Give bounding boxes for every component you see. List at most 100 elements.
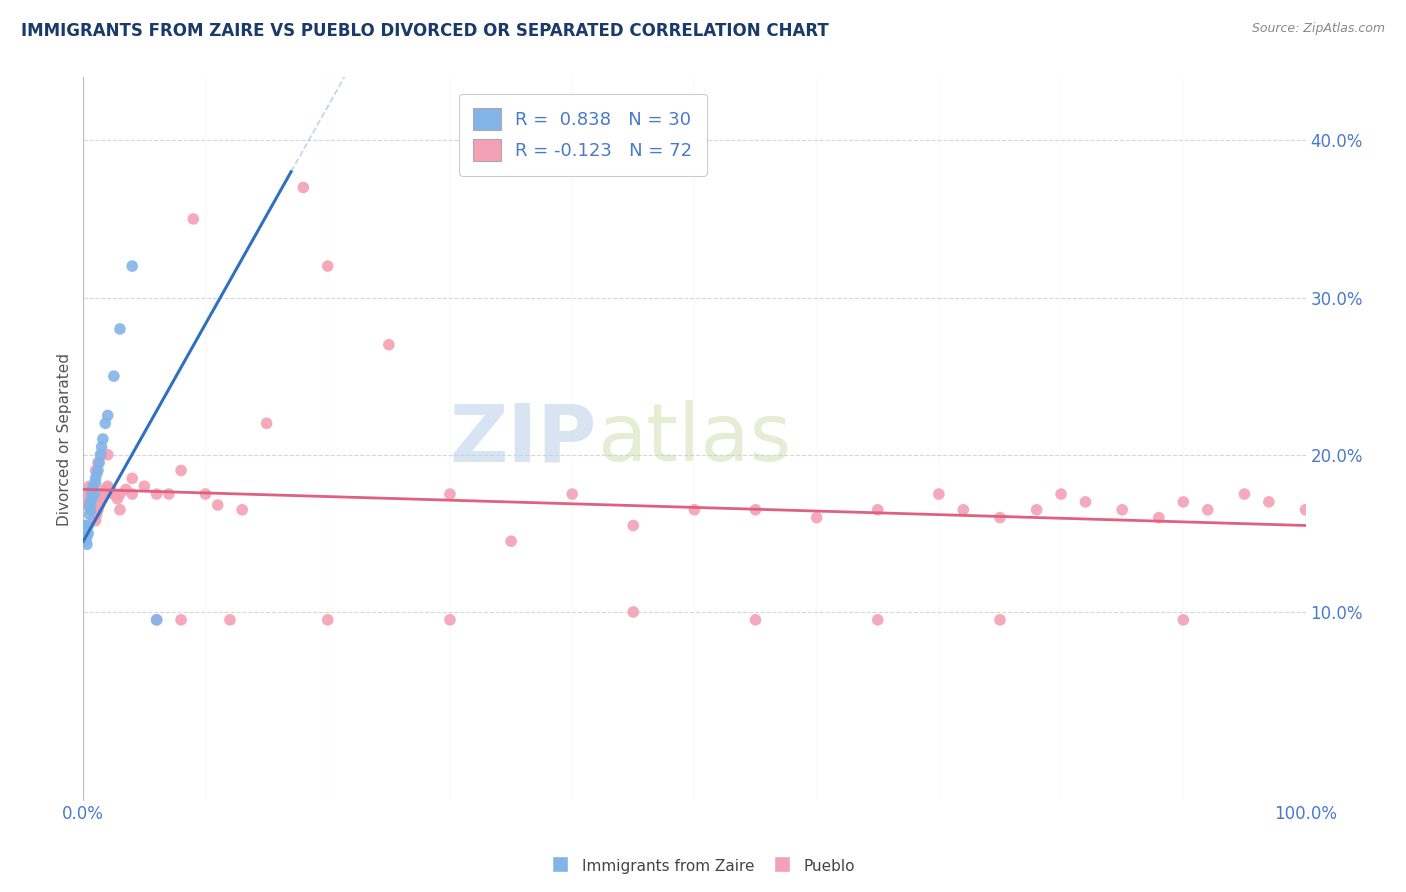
Point [292,180,315,194]
Point [181,211,204,226]
Point [76,498,98,512]
Point [90,491,112,506]
Point [134,479,156,493]
Point [87,463,110,477]
Point [79,487,101,501]
Point [89,498,111,512]
Point [378,337,401,351]
Point [107,491,129,506]
Point [77,518,100,533]
Point [561,487,583,501]
Point [108,322,131,336]
Point [1295,502,1317,516]
Point [866,502,889,516]
Point [1050,487,1073,501]
Point [1111,502,1133,516]
Point [82,479,104,493]
Text: ZIP: ZIP [450,400,596,478]
Point [207,498,229,512]
Point [1173,613,1195,627]
Point [89,448,111,462]
Point [499,534,522,549]
Point [80,491,103,506]
Point [928,487,950,501]
Point [87,456,110,470]
Point [866,613,889,627]
Legend: R =  0.838   N = 30, R = -0.123   N = 72: R = 0.838 N = 30, R = -0.123 N = 72 [458,94,707,176]
Point [115,483,138,497]
Point [316,613,339,627]
Point [76,537,98,551]
Point [744,502,766,516]
Point [89,456,111,470]
Text: IMMIGRANTS FROM ZAIRE VS PUEBLO DIVORCED OR SEPARATED CORRELATION CHART: IMMIGRANTS FROM ZAIRE VS PUEBLO DIVORCED… [21,22,830,40]
Point [83,487,105,501]
Point [75,534,97,549]
Point [256,417,278,431]
Point [98,483,121,497]
Point [108,487,131,501]
Point [952,502,974,516]
Point [82,502,104,516]
Point [84,463,107,477]
Point [145,487,167,501]
Y-axis label: Divorced or Separated: Divorced or Separated [58,352,72,525]
Point [988,613,1011,627]
Point [86,508,108,522]
Point [79,495,101,509]
Point [80,491,103,506]
Point [1233,487,1256,501]
Point [121,487,143,501]
Point [97,448,120,462]
Point [84,471,107,485]
Point [103,487,125,501]
Point [84,514,107,528]
Point [1173,495,1195,509]
Point [79,508,101,522]
Point [621,518,644,533]
Point [79,479,101,493]
Point [145,613,167,627]
Point [170,463,193,477]
Point [91,487,114,501]
Point [77,526,100,541]
Point [108,502,131,516]
Point [170,613,193,627]
Point [231,502,253,516]
Text: Source: ZipAtlas.com: Source: ZipAtlas.com [1251,22,1385,36]
Point [439,487,461,501]
Point [97,479,120,493]
Point [83,510,105,524]
Point [73,518,96,533]
Point [91,432,114,446]
Point [90,448,112,462]
Point [219,613,242,627]
Point [94,417,117,431]
Point [1147,510,1170,524]
Point [75,526,97,541]
Point [988,510,1011,524]
Text: atlas: atlas [596,400,792,478]
Point [621,605,644,619]
Point [90,440,112,454]
Point [1257,495,1279,509]
Point [121,471,143,485]
Point [1074,495,1097,509]
Point [94,483,117,497]
Point [683,502,706,516]
Point [76,529,98,543]
Point [744,613,766,627]
Point [87,502,110,516]
Point [145,613,167,627]
Point [194,487,217,501]
Point [1197,502,1219,516]
Legend: Immigrants from Zaire, Pueblo: Immigrants from Zaire, Pueblo [546,852,860,880]
Point [103,487,125,501]
Point [316,259,339,273]
Point [806,510,828,524]
Point [103,369,125,384]
Point [75,495,97,509]
Point [1025,502,1047,516]
Point [97,409,120,423]
Point [439,613,461,627]
